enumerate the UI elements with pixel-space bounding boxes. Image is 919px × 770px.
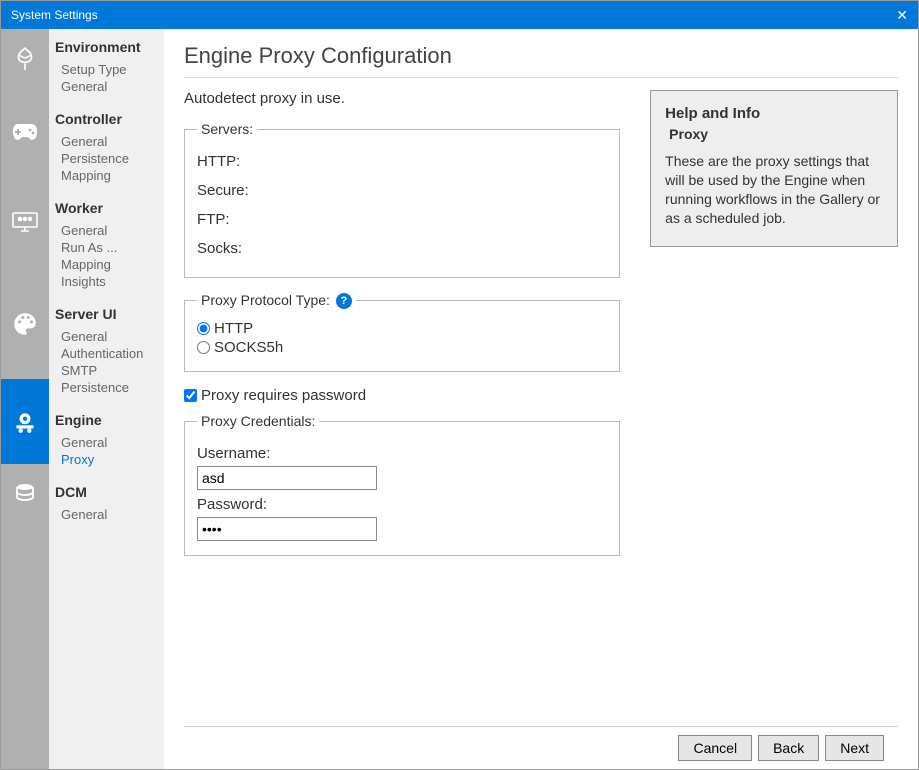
- server-ftp: FTP:: [197, 205, 607, 234]
- protocol-fieldset: Proxy Protocol Type: ? HTTP SOCKS5h: [184, 292, 620, 372]
- sidebar-item-engine-general[interactable]: General: [53, 434, 164, 451]
- sidebar-item-sui-persistence[interactable]: Persistence: [53, 379, 164, 396]
- rail-icon-worker[interactable]: [1, 174, 49, 269]
- sidebar-section-controller: Controller General Persistence Mapping: [53, 111, 164, 184]
- protocol-radio-http[interactable]: [197, 322, 210, 335]
- rail-icon-environment[interactable]: [1, 29, 49, 89]
- palette-icon: [12, 311, 38, 337]
- server-secure: Secure:: [197, 176, 607, 205]
- sidebar-item-sui-auth[interactable]: Authentication: [53, 345, 164, 362]
- sidebar-section-serverui: Server UI General Authentication SMTP Pe…: [53, 306, 164, 396]
- rail-icon-serverui[interactable]: [1, 269, 49, 379]
- help-subtitle: Proxy: [665, 126, 883, 142]
- help-body: These are the proxy settings that will b…: [665, 152, 883, 228]
- form-column: Autodetect proxy in use. Servers: HTTP: …: [184, 90, 620, 726]
- requires-password-checkbox[interactable]: [184, 389, 197, 402]
- next-button[interactable]: Next: [825, 735, 884, 761]
- help-panel: Help and Info Proxy These are the proxy …: [650, 90, 898, 247]
- sidebar-section-worker: Worker General Run As ... Mapping Insigh…: [53, 200, 164, 290]
- rail-icon-dcm[interactable]: [1, 464, 49, 524]
- sidebar-item-dcm-general[interactable]: General: [53, 506, 164, 523]
- rail-icon-controller[interactable]: [1, 89, 49, 174]
- protocol-legend-text: Proxy Protocol Type:: [201, 292, 330, 308]
- section-title[interactable]: Environment: [53, 39, 164, 55]
- sidebar-item-worker-mapping[interactable]: Mapping: [53, 256, 164, 273]
- username-input[interactable]: [197, 466, 377, 490]
- icon-rail: [1, 29, 49, 769]
- sidebar-item-ctrl-mapping[interactable]: Mapping: [53, 167, 164, 184]
- server-socks: Socks:: [197, 234, 607, 263]
- sidebar: Environment Setup Type General Controlle…: [49, 29, 164, 769]
- protocol-label-socks5h: SOCKS5h: [214, 339, 283, 356]
- titlebar: System Settings ✕: [1, 1, 918, 29]
- sidebar-item-sui-general[interactable]: General: [53, 328, 164, 345]
- password-input[interactable]: [197, 517, 377, 541]
- sidebar-item-worker-insights[interactable]: Insights: [53, 273, 164, 290]
- monitor-icon: [11, 211, 39, 233]
- sidebar-item-ctrl-persistence[interactable]: Persistence: [53, 150, 164, 167]
- cancel-button[interactable]: Cancel: [678, 735, 752, 761]
- sidebar-section-environment: Environment Setup Type General: [53, 39, 164, 95]
- leaf-icon: [12, 46, 38, 72]
- body: Environment Setup Type General Controlle…: [1, 29, 918, 769]
- engine-icon: [12, 409, 38, 435]
- protocol-radio-socks5h[interactable]: [197, 341, 210, 354]
- close-icon[interactable]: ✕: [896, 7, 908, 24]
- protocol-option-socks5h[interactable]: SOCKS5h: [197, 338, 607, 357]
- sidebar-item-setup-type[interactable]: Setup Type: [53, 61, 164, 78]
- sidebar-item-ctrl-general[interactable]: General: [53, 133, 164, 150]
- footer: Cancel Back Next: [184, 726, 898, 769]
- server-http: HTTP:: [197, 147, 607, 176]
- credentials-legend: Proxy Credentials:: [197, 413, 319, 429]
- section-title[interactable]: DCM: [53, 484, 164, 500]
- page-title: Engine Proxy Configuration: [184, 43, 898, 78]
- credentials-fieldset: Proxy Credentials: Username: Password:: [184, 413, 620, 556]
- sidebar-item-worker-runas[interactable]: Run As ...: [53, 239, 164, 256]
- section-title[interactable]: Worker: [53, 200, 164, 216]
- help-title: Help and Info: [665, 105, 883, 122]
- sidebar-section-engine: Engine General Proxy: [53, 412, 164, 468]
- database-icon: [13, 482, 37, 506]
- protocol-legend: Proxy Protocol Type: ?: [197, 292, 356, 309]
- sidebar-section-dcm: DCM General: [53, 484, 164, 523]
- sidebar-item-env-general[interactable]: General: [53, 78, 164, 95]
- servers-fieldset: Servers: HTTP: Secure: FTP: Socks:: [184, 121, 620, 278]
- username-label: Username:: [197, 445, 607, 462]
- section-title[interactable]: Server UI: [53, 306, 164, 322]
- window-title: System Settings: [11, 8, 98, 22]
- sidebar-item-engine-proxy[interactable]: Proxy: [53, 451, 164, 468]
- main: Engine Proxy Configuration Autodetect pr…: [164, 29, 918, 769]
- content-row: Autodetect proxy in use. Servers: HTTP: …: [184, 90, 898, 726]
- window: System Settings ✕: [0, 0, 919, 770]
- sidebar-item-worker-general[interactable]: General: [53, 222, 164, 239]
- password-label: Password:: [197, 496, 607, 513]
- requires-password-row[interactable]: Proxy requires password: [184, 386, 620, 405]
- protocol-option-http[interactable]: HTTP: [197, 319, 607, 338]
- gamepad-icon: [11, 122, 39, 142]
- sidebar-item-sui-smtp[interactable]: SMTP: [53, 362, 164, 379]
- servers-legend: Servers:: [197, 121, 257, 137]
- rail-icon-engine[interactable]: [1, 379, 49, 464]
- section-title[interactable]: Controller: [53, 111, 164, 127]
- back-button[interactable]: Back: [758, 735, 819, 761]
- protocol-label-http: HTTP: [214, 320, 253, 337]
- help-column: Help and Info Proxy These are the proxy …: [650, 90, 898, 726]
- help-icon[interactable]: ?: [336, 293, 352, 309]
- requires-password-label: Proxy requires password: [201, 387, 366, 404]
- section-title[interactable]: Engine: [53, 412, 164, 428]
- proxy-status-text: Autodetect proxy in use.: [184, 90, 620, 107]
